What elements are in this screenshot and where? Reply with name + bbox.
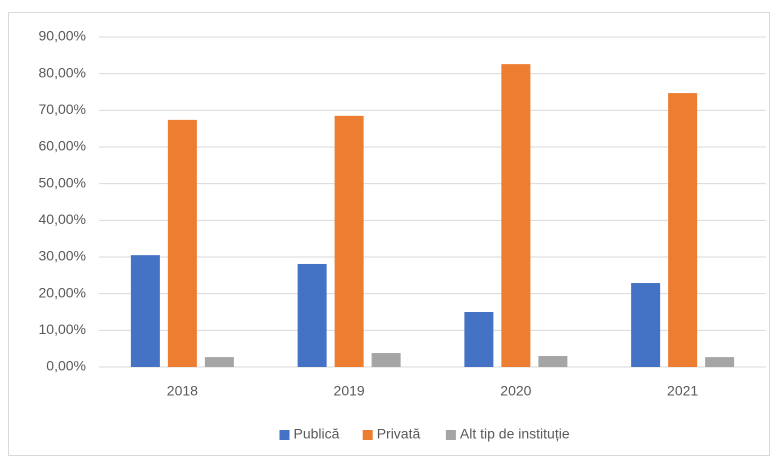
chart-frame — [8, 12, 770, 456]
bar — [334, 115, 364, 367]
y-tick-label: 10,00% — [39, 321, 86, 337]
bar — [371, 353, 401, 367]
bar — [464, 312, 494, 367]
legend-swatch — [279, 430, 290, 440]
x-tick-label: 2021 — [667, 383, 698, 399]
x-tick-label: 2018 — [167, 383, 198, 399]
y-tick-label: 60,00% — [39, 138, 86, 154]
legend-label: Privată — [377, 426, 421, 442]
y-tick-label: 50,00% — [39, 174, 86, 190]
bar — [538, 356, 568, 367]
bar — [631, 283, 661, 367]
y-tick-label: 80,00% — [39, 64, 86, 80]
y-tick-label: 90,00% — [39, 28, 86, 44]
bar — [705, 357, 735, 367]
bar — [297, 263, 327, 367]
y-tick-label: 30,00% — [39, 248, 86, 264]
x-tick-label: 2019 — [334, 383, 365, 399]
bar — [668, 93, 698, 367]
y-tick-label: 40,00% — [39, 211, 86, 227]
bar — [501, 64, 531, 367]
bar — [204, 357, 234, 367]
legend-swatch — [362, 430, 373, 440]
y-tick-label: 20,00% — [39, 284, 86, 300]
y-tick-label: 70,00% — [39, 101, 86, 117]
y-tick-label: 0,00% — [46, 358, 86, 374]
x-tick-label: 2020 — [500, 383, 531, 399]
legend-label: Alt tip de instituție — [460, 426, 570, 442]
bar — [167, 119, 197, 367]
legend-label: Publică — [294, 426, 340, 442]
bar — [130, 255, 160, 367]
legend-swatch — [445, 430, 456, 440]
